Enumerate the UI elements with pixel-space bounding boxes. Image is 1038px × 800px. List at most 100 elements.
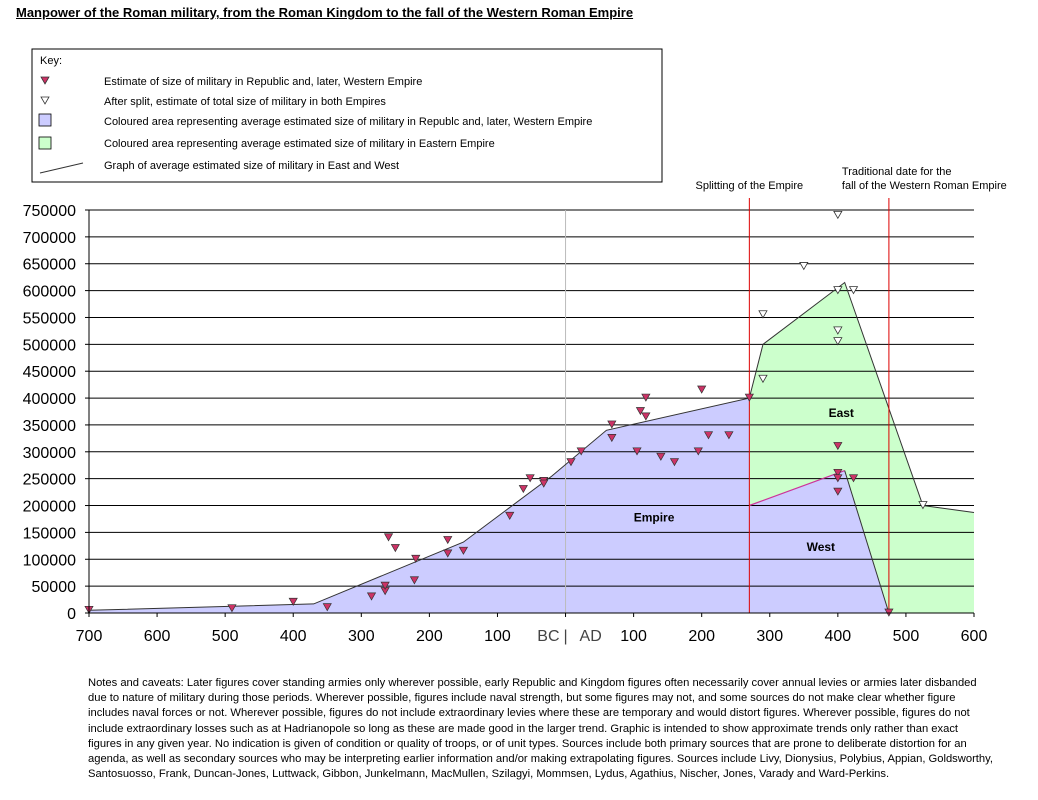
west-estimate-point xyxy=(518,485,528,494)
west-estimate-point xyxy=(411,554,421,563)
y-tick-label: 700000 xyxy=(23,230,76,247)
x-tick-label: 200 xyxy=(688,628,715,645)
west-estimate-point xyxy=(693,447,703,456)
y-tick-label: 150000 xyxy=(23,525,76,542)
x-tick-label: 600 xyxy=(144,628,171,645)
total-estimate-point xyxy=(833,210,843,220)
x-tick-label: 600 xyxy=(961,628,988,645)
legend-item-west-area: Coloured area representing average estim… xyxy=(104,116,592,128)
y-tick-label: 500000 xyxy=(23,337,76,354)
west-estimate-point xyxy=(833,442,843,451)
x-tick-label: 500 xyxy=(893,628,920,645)
total-estimate-point xyxy=(799,262,809,271)
y-tick-label: 200000 xyxy=(23,499,76,516)
west-estimate-point xyxy=(703,431,714,440)
west-estimate-point xyxy=(566,458,576,467)
west-estimate-point xyxy=(409,576,420,585)
x-tick-label: 300 xyxy=(348,628,375,645)
y-tick-label: 250000 xyxy=(23,472,76,489)
west-average-line xyxy=(749,470,845,507)
y-tick-label: 300000 xyxy=(23,445,76,462)
west-estimate-point xyxy=(607,420,617,429)
west-estimate-point xyxy=(641,412,651,421)
west-estimate-point xyxy=(697,385,707,394)
chart: Splitting of the Empire Traditional date … xyxy=(23,48,1007,645)
west-estimate-point xyxy=(833,468,843,477)
west-estimate-point xyxy=(607,434,617,443)
legend-east-swatch xyxy=(38,136,52,150)
y-tick-label: 600000 xyxy=(23,284,76,301)
west-estimate-point xyxy=(383,533,394,542)
x-era-label-bc: BC xyxy=(537,628,559,645)
y-tick-label: 650000 xyxy=(23,257,76,274)
west-estimate-point xyxy=(380,581,390,590)
west-estimate-point xyxy=(656,452,666,461)
y-tick-label: 50000 xyxy=(32,579,77,596)
x-tick-label: 100 xyxy=(620,628,647,645)
y-tick-label: 550000 xyxy=(23,310,76,327)
legend-total-marker-icon xyxy=(40,96,50,105)
west-estimate-point xyxy=(458,546,469,555)
x-tick-label: 400 xyxy=(824,628,851,645)
legend-heading: Key: xyxy=(40,55,62,67)
x-tick-label: 400 xyxy=(280,628,307,645)
total-estimate-point xyxy=(848,286,859,295)
total-estimate-point xyxy=(833,326,843,335)
x-tick-label: 500 xyxy=(212,628,239,645)
west-estimate-point xyxy=(635,407,646,416)
event-label: Splitting of the Empire xyxy=(696,180,804,192)
event-label: Traditional date for the xyxy=(842,166,952,178)
legend-box xyxy=(31,48,663,183)
y-tick-label: 400000 xyxy=(23,391,76,408)
average-line xyxy=(88,281,975,611)
legend: Key: Estimate of size of military in Rep… xyxy=(31,48,663,183)
west-estimate-point xyxy=(443,536,453,545)
area-label-empire: Empire xyxy=(634,511,675,525)
x-era-label-ad: AD xyxy=(580,628,602,645)
chart-title: Manpower of the Roman military, from the… xyxy=(16,5,634,20)
area-label-east: East xyxy=(829,406,854,420)
total-estimate-point xyxy=(918,501,928,510)
event-label: fall of the Western Roman Empire xyxy=(842,180,1007,192)
area-label-west: West xyxy=(807,540,835,554)
west-estimate-point xyxy=(576,447,586,456)
x-era-separator: | xyxy=(563,628,567,645)
legend-item-average-line: Graph of average estimated size of milit… xyxy=(104,160,399,172)
west-estimate-point xyxy=(724,431,734,440)
y-tick-label: 750000 xyxy=(23,203,76,220)
notes-caveats: Notes and caveats: Later figures cover s… xyxy=(88,677,993,781)
west-decline-line xyxy=(844,470,890,614)
legend-item-west-estimate: Estimate of size of military in Republic… xyxy=(104,76,422,88)
west-estimate-point xyxy=(366,592,377,601)
west-estimate-point xyxy=(641,393,651,402)
west-estimate-point xyxy=(632,447,642,456)
legend-west-swatch xyxy=(38,113,52,127)
west-estimate-point xyxy=(525,474,535,483)
west-estimate-point xyxy=(539,479,549,488)
area-east xyxy=(749,282,974,613)
west-estimate-point xyxy=(288,597,298,606)
west-estimate-point xyxy=(227,604,237,613)
x-tick-label: 300 xyxy=(756,628,783,645)
y-tick-label: 450000 xyxy=(23,364,76,381)
west-estimate-point xyxy=(833,474,843,483)
legend-line-sample xyxy=(39,162,84,174)
west-estimate-point xyxy=(848,474,859,483)
x-tick-label: 100 xyxy=(484,628,511,645)
west-estimate-point xyxy=(443,549,453,558)
y-tick-label: 100000 xyxy=(23,552,76,569)
west-estimate-point xyxy=(744,393,754,402)
x-tick-label: 200 xyxy=(416,628,443,645)
west-estimate-point xyxy=(322,603,332,612)
total-estimate-point xyxy=(758,310,768,319)
legend-item-total-estimate: After split, estimate of total size of m… xyxy=(104,96,386,108)
legend-item-east-area: Coloured area representing average estim… xyxy=(104,138,495,150)
total-estimate-point xyxy=(833,337,843,346)
legend-west-marker-icon xyxy=(40,76,50,85)
total-estimate-point xyxy=(758,374,768,384)
y-tick-label: 0 xyxy=(67,606,76,623)
total-estimate-point xyxy=(833,286,843,295)
x-tick-label: 700 xyxy=(76,628,103,645)
y-tick-label: 350000 xyxy=(23,418,76,435)
west-estimate-point xyxy=(833,487,843,496)
